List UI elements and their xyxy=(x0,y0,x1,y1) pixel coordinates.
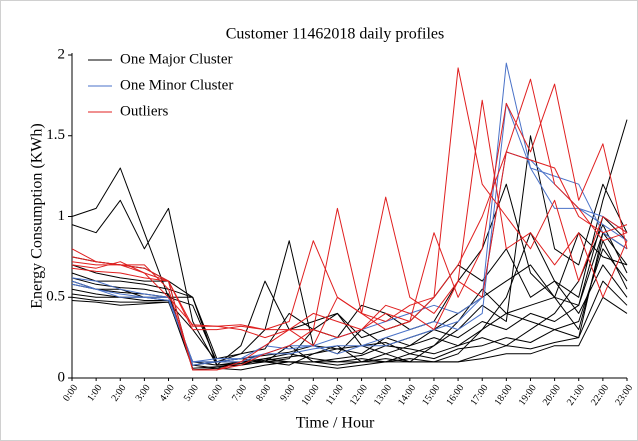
legend-label: Outliers xyxy=(120,103,168,119)
legend-label: One Major Cluster xyxy=(120,51,232,67)
legend-label: One Minor Cluster xyxy=(120,77,233,93)
profile-line xyxy=(71,296,628,363)
profile-line xyxy=(71,62,628,363)
profile-line xyxy=(71,167,628,363)
profile-line xyxy=(71,224,628,366)
profile-line xyxy=(71,78,628,371)
y-tick-label: 0 xyxy=(58,369,66,385)
y-tick-label: 1 xyxy=(58,208,66,224)
y-tick-label: 2 xyxy=(58,46,66,62)
profile-line xyxy=(71,151,628,339)
profile-line xyxy=(71,99,628,331)
profile-line xyxy=(71,83,628,371)
chart-title: Customer 11462018 daily profiles xyxy=(226,26,445,43)
y-axis-label: Energy Consumption (KWh) xyxy=(29,123,46,308)
x-axis-label: Time / Hour xyxy=(296,415,375,432)
y-tick-label: 0.5 xyxy=(46,289,65,305)
profile-line xyxy=(71,135,628,371)
profile-line xyxy=(71,102,628,366)
y-tick-label: 1.5 xyxy=(46,127,65,143)
profile-line xyxy=(71,280,628,371)
plot-lines xyxy=(71,62,628,371)
